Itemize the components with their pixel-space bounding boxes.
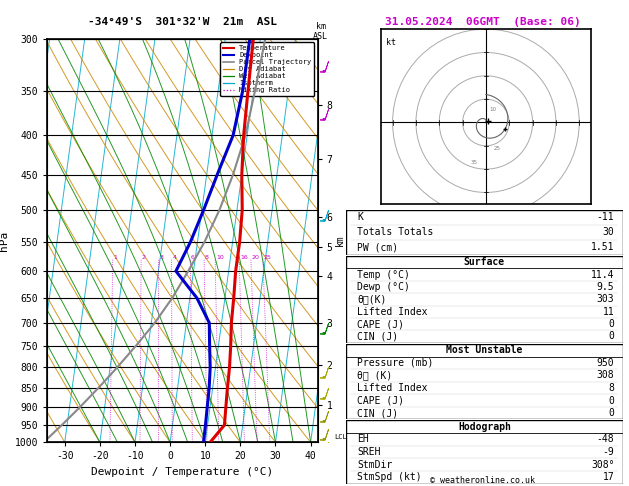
Text: 8: 8 [205, 255, 209, 260]
Text: -48: -48 [597, 434, 615, 444]
Text: 2: 2 [142, 255, 146, 260]
Text: 950: 950 [597, 358, 615, 368]
Text: θᴄ(K): θᴄ(K) [357, 295, 386, 304]
Text: Dewp (°C): Dewp (°C) [357, 282, 410, 292]
Y-axis label: km
ASL: km ASL [335, 232, 357, 249]
Text: LCL: LCL [335, 434, 347, 440]
Text: 35: 35 [470, 160, 478, 165]
Text: 11: 11 [603, 307, 615, 317]
Text: CIN (J): CIN (J) [357, 331, 398, 342]
Text: 11.4: 11.4 [591, 270, 615, 279]
Text: 10: 10 [489, 107, 496, 112]
Text: PW (cm): PW (cm) [357, 242, 398, 252]
Text: 3: 3 [159, 255, 164, 260]
Text: 20: 20 [252, 255, 260, 260]
Text: 8: 8 [608, 383, 615, 393]
Text: km
ASL: km ASL [313, 22, 328, 41]
Text: Most Unstable: Most Unstable [446, 346, 523, 355]
Legend: Temperature, Dewpoint, Parcel Trajectory, Dry Adiabat, Wet Adiabat, Isotherm, Mi: Temperature, Dewpoint, Parcel Trajectory… [220, 42, 314, 96]
Text: Totals Totals: Totals Totals [357, 227, 433, 237]
Text: 30: 30 [603, 227, 615, 237]
Text: CAPE (J): CAPE (J) [357, 319, 404, 329]
Text: 4: 4 [172, 255, 176, 260]
Text: StmDir: StmDir [357, 460, 392, 469]
Text: StmSpd (kt): StmSpd (kt) [357, 472, 421, 482]
Text: 31.05.2024  06GMT  (Base: 06): 31.05.2024 06GMT (Base: 06) [385, 17, 581, 27]
Text: -11: -11 [597, 212, 615, 223]
Text: 9.5: 9.5 [597, 282, 615, 292]
Text: 308: 308 [597, 370, 615, 381]
Text: -9: -9 [603, 447, 615, 457]
Text: 10: 10 [216, 255, 224, 260]
Text: 0: 0 [608, 408, 615, 418]
Text: 25: 25 [494, 146, 501, 152]
Text: K: K [357, 212, 363, 223]
Text: SREH: SREH [357, 447, 381, 457]
Text: CIN (J): CIN (J) [357, 408, 398, 418]
Text: Hodograph: Hodograph [458, 422, 511, 432]
Text: 16: 16 [240, 255, 248, 260]
Text: kt: kt [386, 38, 396, 48]
X-axis label: Dewpoint / Temperature (°C): Dewpoint / Temperature (°C) [91, 467, 274, 477]
Text: θᴄ (K): θᴄ (K) [357, 370, 392, 381]
Text: 0: 0 [608, 396, 615, 406]
Text: CAPE (J): CAPE (J) [357, 396, 404, 406]
Y-axis label: hPa: hPa [0, 230, 9, 251]
Text: 25: 25 [264, 255, 272, 260]
Text: 0: 0 [608, 331, 615, 342]
Text: 1.51: 1.51 [591, 242, 615, 252]
Text: 303: 303 [597, 295, 615, 304]
Text: Pressure (mb): Pressure (mb) [357, 358, 433, 368]
Text: Lifted Index: Lifted Index [357, 383, 428, 393]
Text: Surface: Surface [464, 257, 505, 267]
Text: 0: 0 [608, 319, 615, 329]
Text: Temp (°C): Temp (°C) [357, 270, 410, 279]
Text: © weatheronline.co.uk: © weatheronline.co.uk [430, 476, 535, 485]
Text: EH: EH [357, 434, 369, 444]
Text: 1: 1 [113, 255, 117, 260]
Text: Lifted Index: Lifted Index [357, 307, 428, 317]
Text: 17: 17 [603, 472, 615, 482]
Text: 6: 6 [191, 255, 195, 260]
Text: -34°49'S  301°32'W  21m  ASL: -34°49'S 301°32'W 21m ASL [88, 17, 277, 27]
Text: 308°: 308° [591, 460, 615, 469]
